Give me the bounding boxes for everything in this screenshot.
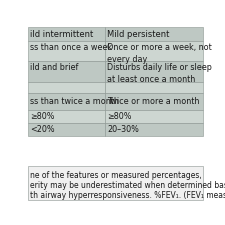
Bar — [28, 123, 105, 136]
Text: ild intermittent: ild intermittent — [30, 30, 93, 39]
Bar — [28, 110, 105, 123]
Bar — [28, 61, 105, 82]
Bar — [28, 41, 105, 61]
Bar — [28, 82, 105, 93]
Text: Disturbs daily life or sleep
at least once a month: Disturbs daily life or sleep at least on… — [107, 63, 212, 84]
Text: th airway hyperresponsiveness. %FEV₁. (FEV₁ measur: th airway hyperresponsiveness. %FEV₁. (F… — [29, 191, 225, 200]
Text: ≥80%: ≥80% — [30, 112, 55, 121]
Bar — [105, 93, 202, 110]
Bar — [28, 93, 105, 110]
Text: Twice or more a month: Twice or more a month — [107, 97, 199, 106]
Bar — [105, 61, 202, 82]
Bar — [105, 27, 202, 41]
Text: ss than twice a month: ss than twice a month — [30, 97, 119, 106]
Text: Once or more a week, not
every day: Once or more a week, not every day — [107, 43, 212, 64]
Text: 20–30%: 20–30% — [107, 125, 139, 134]
Bar — [105, 41, 202, 61]
Text: Mild persistent: Mild persistent — [107, 30, 169, 39]
Text: ne of the features or measured percentages,: ne of the features or measured percentag… — [29, 171, 201, 180]
Text: ≥80%: ≥80% — [107, 112, 131, 121]
Text: ss than once a week: ss than once a week — [30, 43, 112, 52]
Bar — [105, 110, 202, 123]
Text: ild and brief: ild and brief — [30, 63, 79, 72]
Bar — [28, 166, 202, 200]
Bar — [28, 27, 105, 41]
Text: erity may be underestimated when determined based: erity may be underestimated when determi… — [29, 181, 225, 190]
Bar — [105, 82, 202, 93]
Text: <20%: <20% — [30, 125, 55, 134]
Bar — [105, 123, 202, 136]
